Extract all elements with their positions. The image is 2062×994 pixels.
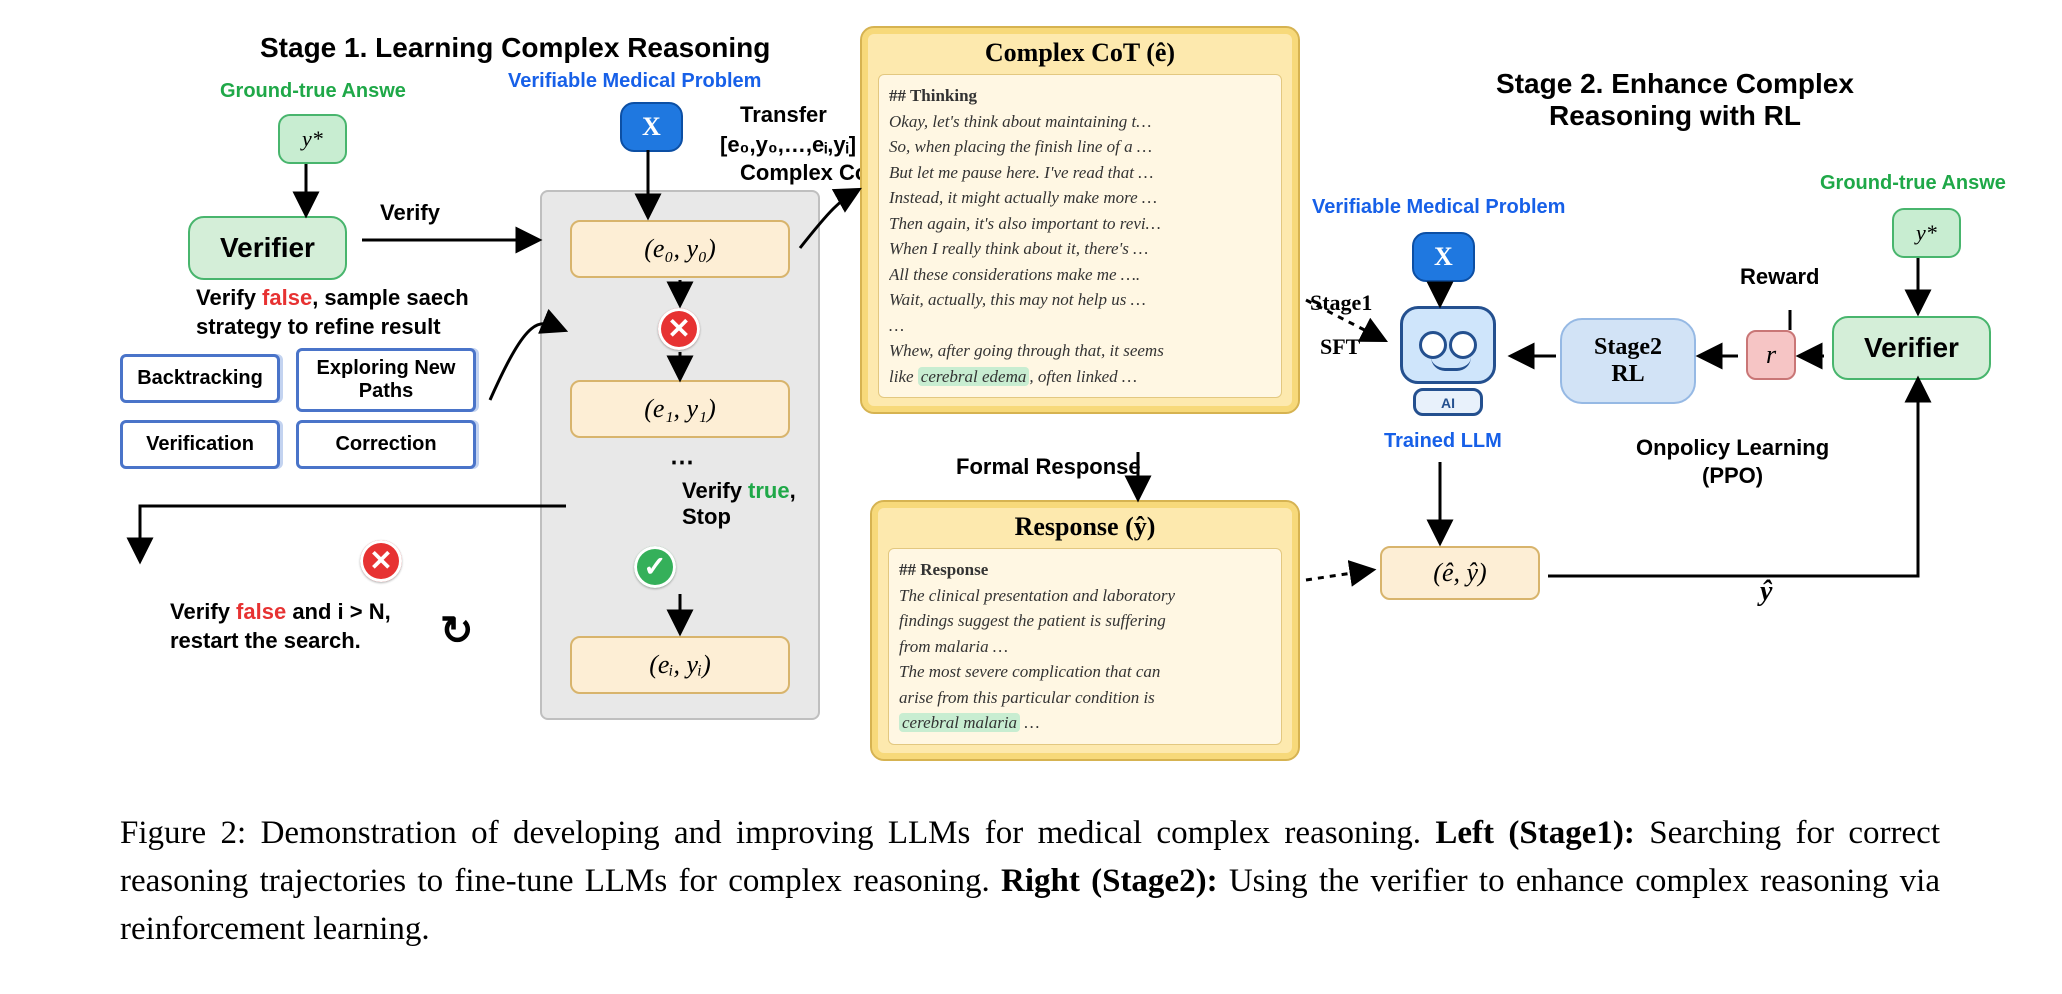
figure-caption: Figure 2: Demonstration of developing an… xyxy=(120,810,1940,954)
cot-line-last: like cerebral edema, often linked … xyxy=(889,364,1271,390)
cot-line-7: Wait, actually, this may not help us … xyxy=(889,287,1271,313)
cot-title: Complex CoT (ê) xyxy=(878,38,1282,68)
response-card: Response (ŷ) ## Response The clinical pr… xyxy=(870,500,1300,761)
green-check: ✓ xyxy=(634,546,676,588)
resp-line-last: cerebral malaria … xyxy=(899,710,1271,736)
strategy-backtracking: Backtracking xyxy=(120,354,280,403)
cot-heading: ## Thinking xyxy=(889,83,1271,109)
trained-llm-label: Trained LLM xyxy=(1384,430,1502,453)
restart-line: Verify false and i > N,restart the searc… xyxy=(170,598,391,655)
strategy-verification: Verification xyxy=(120,420,280,469)
ey1-box: (e₁, y₁) xyxy=(570,380,790,438)
cot-line-2: But let me pause here. I've read that … xyxy=(889,160,1271,186)
cot-line-6: All these considerations make me …. xyxy=(889,262,1271,288)
problem-label-right: Verifiable Medical Problem xyxy=(1312,196,1565,219)
stage1-side-label: Stage1 xyxy=(1310,290,1372,316)
resp-line-4: arise from this particular condition is xyxy=(899,685,1271,711)
response-title: Response (ŷ) xyxy=(888,512,1282,542)
cot-line-1: So, when placing the finish line of a … xyxy=(889,134,1271,160)
groundtruth-label-left: Ground-true Answe xyxy=(220,80,406,103)
verifier-box-right: Verifier xyxy=(1832,316,1991,380)
response-body: ## Response The clinical presentation an… xyxy=(888,548,1282,745)
robot-icon: AI xyxy=(1388,306,1508,416)
ystar-badge-left: y* xyxy=(278,114,347,164)
resp-line-3: The most severe complication that can xyxy=(899,659,1271,685)
strategy-newpaths: Exploring NewPaths xyxy=(296,348,476,412)
eyi-box: (eᵢ, yᵢ) xyxy=(570,636,790,694)
cot-card: Complex CoT (ê) ## Thinking Okay, let's … xyxy=(860,26,1300,414)
transfer-label-top: Transfer xyxy=(740,102,827,128)
verify-false-line: Verify false, sample saechstrategy to re… xyxy=(196,284,469,341)
verifier-box-left: Verifier xyxy=(188,216,347,280)
red-x-2: ✕ xyxy=(360,540,402,582)
cot-line-3: Instead, it might actually make more … xyxy=(889,185,1271,211)
response-heading: ## Response xyxy=(899,557,1271,583)
ehat-box: (ê, ŷ) xyxy=(1380,546,1540,600)
cot-line-0: Okay, let's think about maintaining t… xyxy=(889,109,1271,135)
ey0-box: (e₀, y₀) xyxy=(570,220,790,278)
red-x-1: ✕ xyxy=(658,308,700,350)
ystar-badge-right: y* xyxy=(1892,208,1961,258)
x-badge-right: X xyxy=(1412,232,1475,282)
x-badge-left: X xyxy=(620,102,683,152)
cot-line-8: … xyxy=(889,313,1271,339)
stage2-title: Stage 2. Enhance ComplexReasoning with R… xyxy=(1440,68,1910,132)
ellipsis: ⋯ xyxy=(670,448,694,477)
reward-label: Reward xyxy=(1740,264,1819,290)
cot-body: ## Thinking Okay, let's think about main… xyxy=(878,74,1282,398)
cot-line-5: When I really think about it, there's … xyxy=(889,236,1271,262)
resp-line-1: findings suggest the patient is sufferin… xyxy=(899,608,1271,634)
onpolicy-label: Onpolicy Learning(PPO) xyxy=(1636,434,1829,489)
groundtruth-label-right: Ground-true Answe xyxy=(1820,172,2006,195)
stage1-title: Stage 1. Learning Complex Reasoning xyxy=(260,32,770,64)
resp-line-0: The clinical presentation and laboratory xyxy=(899,583,1271,609)
reward-box: r xyxy=(1746,330,1796,380)
robot-base: AI xyxy=(1413,388,1483,416)
verify-true-stop: Verify true,Stop xyxy=(682,478,796,531)
resp-line-2: from malaria … xyxy=(899,634,1271,660)
cot-line-4: Then again, it's also important to revi… xyxy=(889,211,1271,237)
transfer-label-mid: [e₀,y₀,…,eᵢ,yᵢ] to xyxy=(720,132,883,158)
yhat-label: ŷ xyxy=(1760,576,1772,608)
strategy-correction: Correction xyxy=(296,420,476,469)
problem-label-left: Verifiable Medical Problem xyxy=(508,70,761,93)
verify-arrow-label: Verify xyxy=(380,200,440,226)
formal-response-label: Formal Response xyxy=(956,454,1141,480)
sft-label: SFT xyxy=(1320,334,1360,360)
restart-icon: ↻ xyxy=(440,608,474,654)
cot-line-9: Whew, after going through that, it seems xyxy=(889,338,1271,364)
stage2-pill: Stage2RL xyxy=(1560,318,1696,404)
